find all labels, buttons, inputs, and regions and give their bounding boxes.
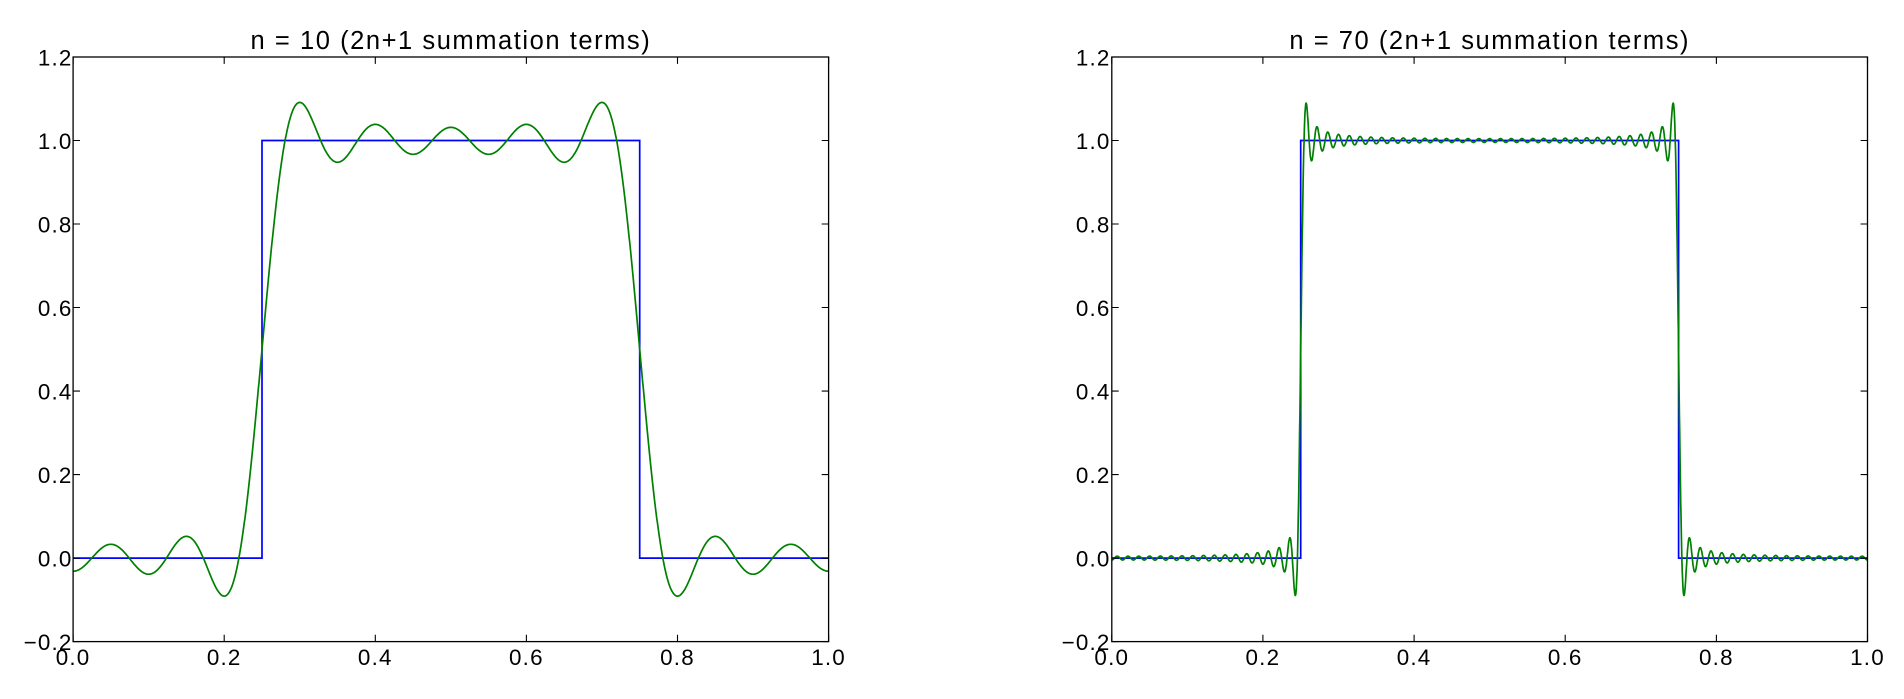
svg-text:0.0: 0.0 [1076, 547, 1111, 572]
svg-text:0.4: 0.4 [1397, 645, 1432, 670]
svg-text:n = 10 (2n+1 summation terms): n = 10 (2n+1 summation terms) [251, 27, 652, 55]
svg-text:0.6: 0.6 [509, 645, 544, 670]
svg-text:0.2: 0.2 [38, 463, 73, 488]
svg-text:0.0: 0.0 [38, 547, 73, 572]
svg-text:0.0: 0.0 [1094, 645, 1129, 670]
svg-text:0.8: 0.8 [1699, 645, 1734, 670]
svg-text:1.0: 1.0 [1076, 129, 1111, 154]
svg-text:0.4: 0.4 [38, 380, 73, 405]
svg-text:n = 70 (2n+1 summation terms): n = 70 (2n+1 summation terms) [1289, 27, 1690, 55]
svg-text:0.4: 0.4 [1076, 380, 1111, 405]
svg-text:1.0: 1.0 [1850, 645, 1885, 670]
svg-text:1.2: 1.2 [38, 46, 73, 71]
svg-text:1.2: 1.2 [1076, 46, 1111, 71]
svg-text:0.8: 0.8 [38, 213, 73, 238]
svg-text:1.0: 1.0 [811, 645, 846, 670]
svg-text:−0.2: −0.2 [1062, 630, 1111, 655]
svg-text:0.8: 0.8 [660, 645, 695, 670]
svg-text:1.0: 1.0 [38, 129, 73, 154]
svg-text:0.8: 0.8 [1076, 213, 1111, 238]
svg-text:0.6: 0.6 [38, 296, 73, 321]
svg-text:0.0: 0.0 [56, 645, 91, 670]
svg-text:0.4: 0.4 [358, 645, 393, 670]
svg-text:0.2: 0.2 [1246, 645, 1281, 670]
svg-text:−0.2: −0.2 [24, 630, 73, 655]
svg-text:0.6: 0.6 [1076, 296, 1111, 321]
svg-text:0.6: 0.6 [1548, 645, 1583, 670]
svg-text:0.2: 0.2 [1076, 463, 1111, 488]
svg-text:0.2: 0.2 [207, 645, 242, 670]
